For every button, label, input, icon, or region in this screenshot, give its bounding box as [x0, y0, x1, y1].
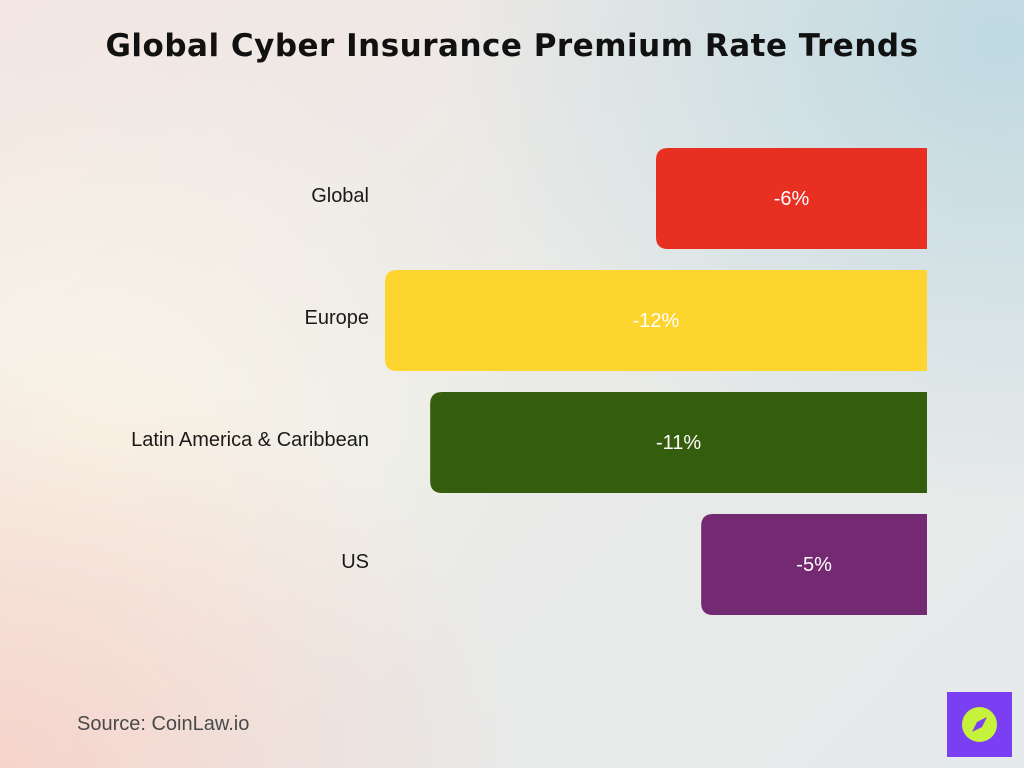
bars-layer: Global -6% Europe -12% Latin America & Carib… — [131, 148, 927, 615]
category-label-us: US — [341, 551, 369, 573]
bar-us — [701, 514, 927, 615]
value-label-europe: -12% — [633, 310, 680, 332]
brand-logo — [947, 692, 1012, 757]
bar-latin-america-caribbean — [430, 392, 927, 493]
value-label-latin-america-caribbean: -11% — [656, 432, 701, 454]
source-note: Source: CoinLaw.io — [77, 713, 250, 735]
value-label-global: -6% — [774, 188, 810, 210]
category-label-global: Global — [311, 185, 369, 207]
compass-icon — [962, 707, 997, 742]
value-label-us: -5% — [796, 554, 832, 576]
category-label-latin-america-caribbean: Latin America & Caribbean — [131, 429, 369, 451]
category-label-europe: Europe — [305, 307, 370, 329]
bar-global — [656, 148, 927, 249]
chart-title: Global Cyber Insurance Premium Rate Tren… — [105, 28, 919, 64]
bar-europe — [385, 270, 927, 371]
